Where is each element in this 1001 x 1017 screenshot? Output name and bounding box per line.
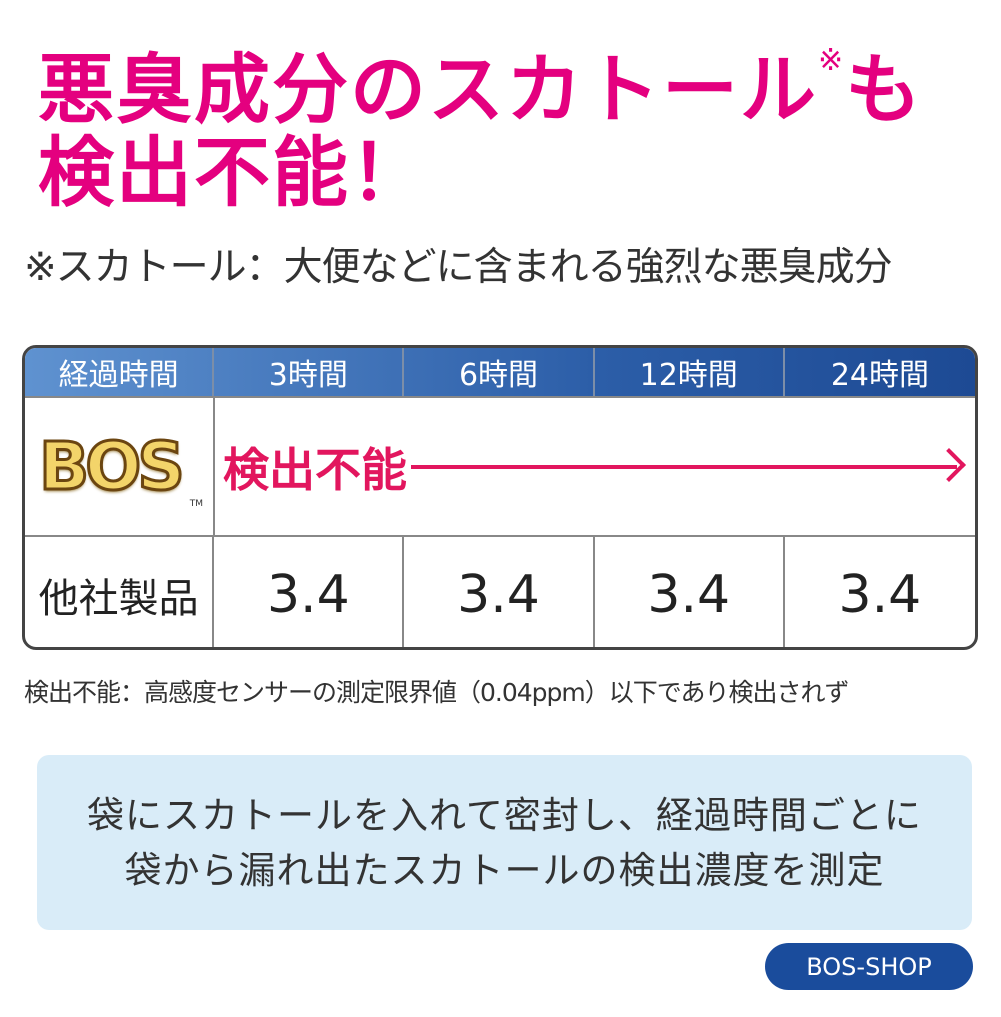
bos-logo-cell: BOS TM: [25, 398, 215, 535]
value-24h: 3.4: [838, 565, 922, 625]
header-elapsed-time: 経過時間: [25, 348, 215, 396]
bos-logo: BOS TM: [38, 426, 204, 509]
header-6h: 6時間: [404, 348, 595, 396]
headline-line1: 悪臭成分のスカトール※も: [38, 46, 923, 128]
table-header: 経過時間 3時間 6時間 12時間 24時間: [25, 348, 975, 396]
not-detected-label: 検出不能: [223, 442, 407, 497]
headline-text: 悪臭成分のスカトール: [38, 45, 818, 134]
value-6h: 3.4: [404, 537, 595, 647]
info-line1: 袋にスカトールを入れて密封し、経過時間ごとに: [87, 793, 922, 837]
other-product-label: 他社製品: [25, 537, 215, 647]
footnote-mark: ※: [818, 43, 846, 78]
header-24h: 24時間: [830, 358, 929, 393]
table-row-bos: BOS TM 検出不能: [25, 396, 975, 535]
bos-result: 検出不能: [215, 398, 975, 535]
info-line2: 袋から漏れ出たスカトールの検出濃度を測定: [124, 848, 885, 892]
bos-logo-text: BOS: [38, 426, 187, 506]
arrow-right-icon: [411, 464, 957, 469]
header-12h: 12時間: [595, 348, 785, 396]
value-3h: 3.4: [214, 537, 405, 647]
comparison-table: 経過時間 3時間 6時間 12時間 24時間 BOS TM 検出不能 他社製品 …: [22, 345, 978, 650]
footnote: 検出不能：高感度センサーの測定限界値（0.04ppm）以下であり検出されず: [24, 678, 850, 707]
trademark: TM: [189, 498, 203, 509]
method-info-box: 袋にスカトールを入れて密封し、経過時間ごとに 袋から漏れ出たスカトールの検出濃度…: [37, 755, 972, 930]
headline-end: も: [845, 45, 924, 134]
header-3h: 3時間: [214, 348, 405, 396]
subtitle: ※スカトール：大便などに含まれる強烈な悪臭成分: [24, 245, 893, 290]
headline-line2: 検出不能！: [38, 128, 428, 217]
table-row-other: 他社製品 3.4 3.4 3.4 3.4: [25, 535, 975, 647]
shop-badge: BOS-SHOP: [765, 943, 973, 990]
value-12h: 3.4: [595, 537, 785, 647]
